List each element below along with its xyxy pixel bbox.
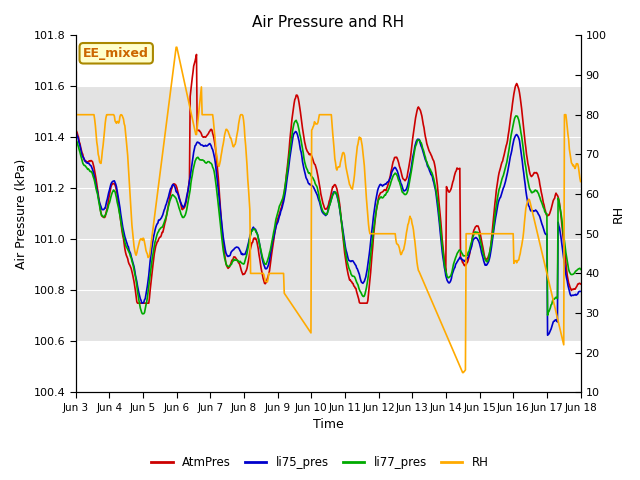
Text: EE_mixed: EE_mixed	[83, 47, 149, 60]
Bar	[76, 86, 580, 341]
Y-axis label: RH: RH	[612, 205, 625, 223]
Legend: AtmPres, li75_pres, li77_pres, RH: AtmPres, li75_pres, li77_pres, RH	[147, 452, 493, 474]
Title: Air Pressure and RH: Air Pressure and RH	[252, 15, 404, 30]
X-axis label: Time: Time	[313, 419, 344, 432]
Y-axis label: Air Pressure (kPa): Air Pressure (kPa)	[15, 159, 28, 269]
